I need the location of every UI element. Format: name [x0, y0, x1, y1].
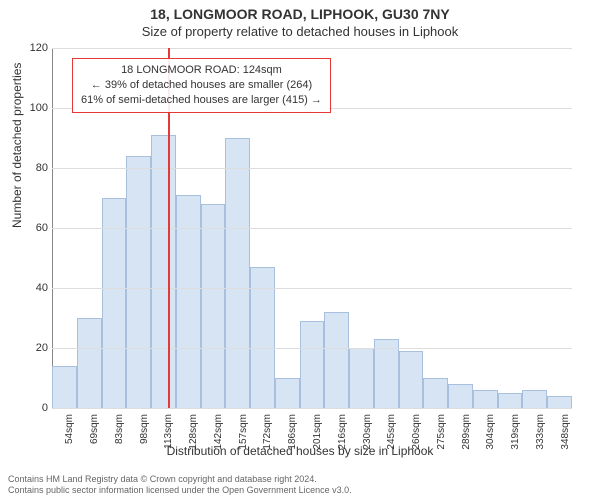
x-axis-label: Distribution of detached houses by size … — [0, 444, 600, 458]
title-line1: 18, LONGMOOR ROAD, LIPHOOK, GU30 7NY — [0, 6, 600, 22]
histogram-bar — [151, 135, 176, 408]
gridline — [52, 228, 572, 229]
histogram-bar — [399, 351, 424, 408]
histogram-bar — [176, 195, 201, 408]
annotation-line: 18 LONGMOOR ROAD: 124sqm — [81, 63, 322, 78]
annotation-line: 61% of semi-detached houses are larger (… — [81, 93, 322, 108]
ytick-label: 40 — [18, 282, 48, 294]
histogram-bar — [102, 198, 127, 408]
y-axis-label: Number of detached properties — [10, 63, 24, 228]
gridline — [52, 48, 572, 49]
histogram-bar — [324, 312, 349, 408]
ytick-label: 20 — [18, 342, 48, 354]
chart-area: 02040608010012054sqm69sqm83sqm98sqm113sq… — [52, 48, 572, 408]
ytick-label: 80 — [18, 162, 48, 174]
gridline — [52, 288, 572, 289]
histogram-bar — [275, 378, 300, 408]
footer-line1: Contains HM Land Registry data © Crown c… — [8, 474, 352, 485]
annotation-line: ← 39% of detached houses are smaller (26… — [81, 78, 322, 93]
histogram-bar — [374, 339, 399, 408]
histogram-bar — [52, 366, 77, 408]
gridline — [52, 168, 572, 169]
histogram-bar — [349, 348, 374, 408]
ytick-label: 100 — [18, 102, 48, 114]
histogram-bar — [201, 204, 226, 408]
histogram-bar — [423, 378, 448, 408]
footer-attribution: Contains HM Land Registry data © Crown c… — [8, 474, 352, 497]
histogram-bar — [77, 318, 102, 408]
histogram-bar — [126, 156, 151, 408]
histogram-bar — [473, 390, 498, 408]
gridline — [52, 348, 572, 349]
histogram-bar — [225, 138, 250, 408]
title-line2: Size of property relative to detached ho… — [0, 24, 600, 39]
plot-area: 02040608010012054sqm69sqm83sqm98sqm113sq… — [52, 48, 572, 408]
histogram-bar — [522, 390, 547, 408]
footer-line2: Contains public sector information licen… — [8, 485, 352, 496]
chart-title-block: 18, LONGMOOR ROAD, LIPHOOK, GU30 7NY Siz… — [0, 0, 600, 39]
histogram-bar — [547, 396, 572, 408]
ytick-label: 60 — [18, 222, 48, 234]
ytick-label: 120 — [18, 42, 48, 54]
gridline — [52, 408, 572, 409]
annotation-box: 18 LONGMOOR ROAD: 124sqm← 39% of detache… — [72, 58, 331, 113]
histogram-bar — [498, 393, 523, 408]
ytick-label: 0 — [18, 402, 48, 414]
histogram-bar — [448, 384, 473, 408]
histogram-bar — [300, 321, 325, 408]
